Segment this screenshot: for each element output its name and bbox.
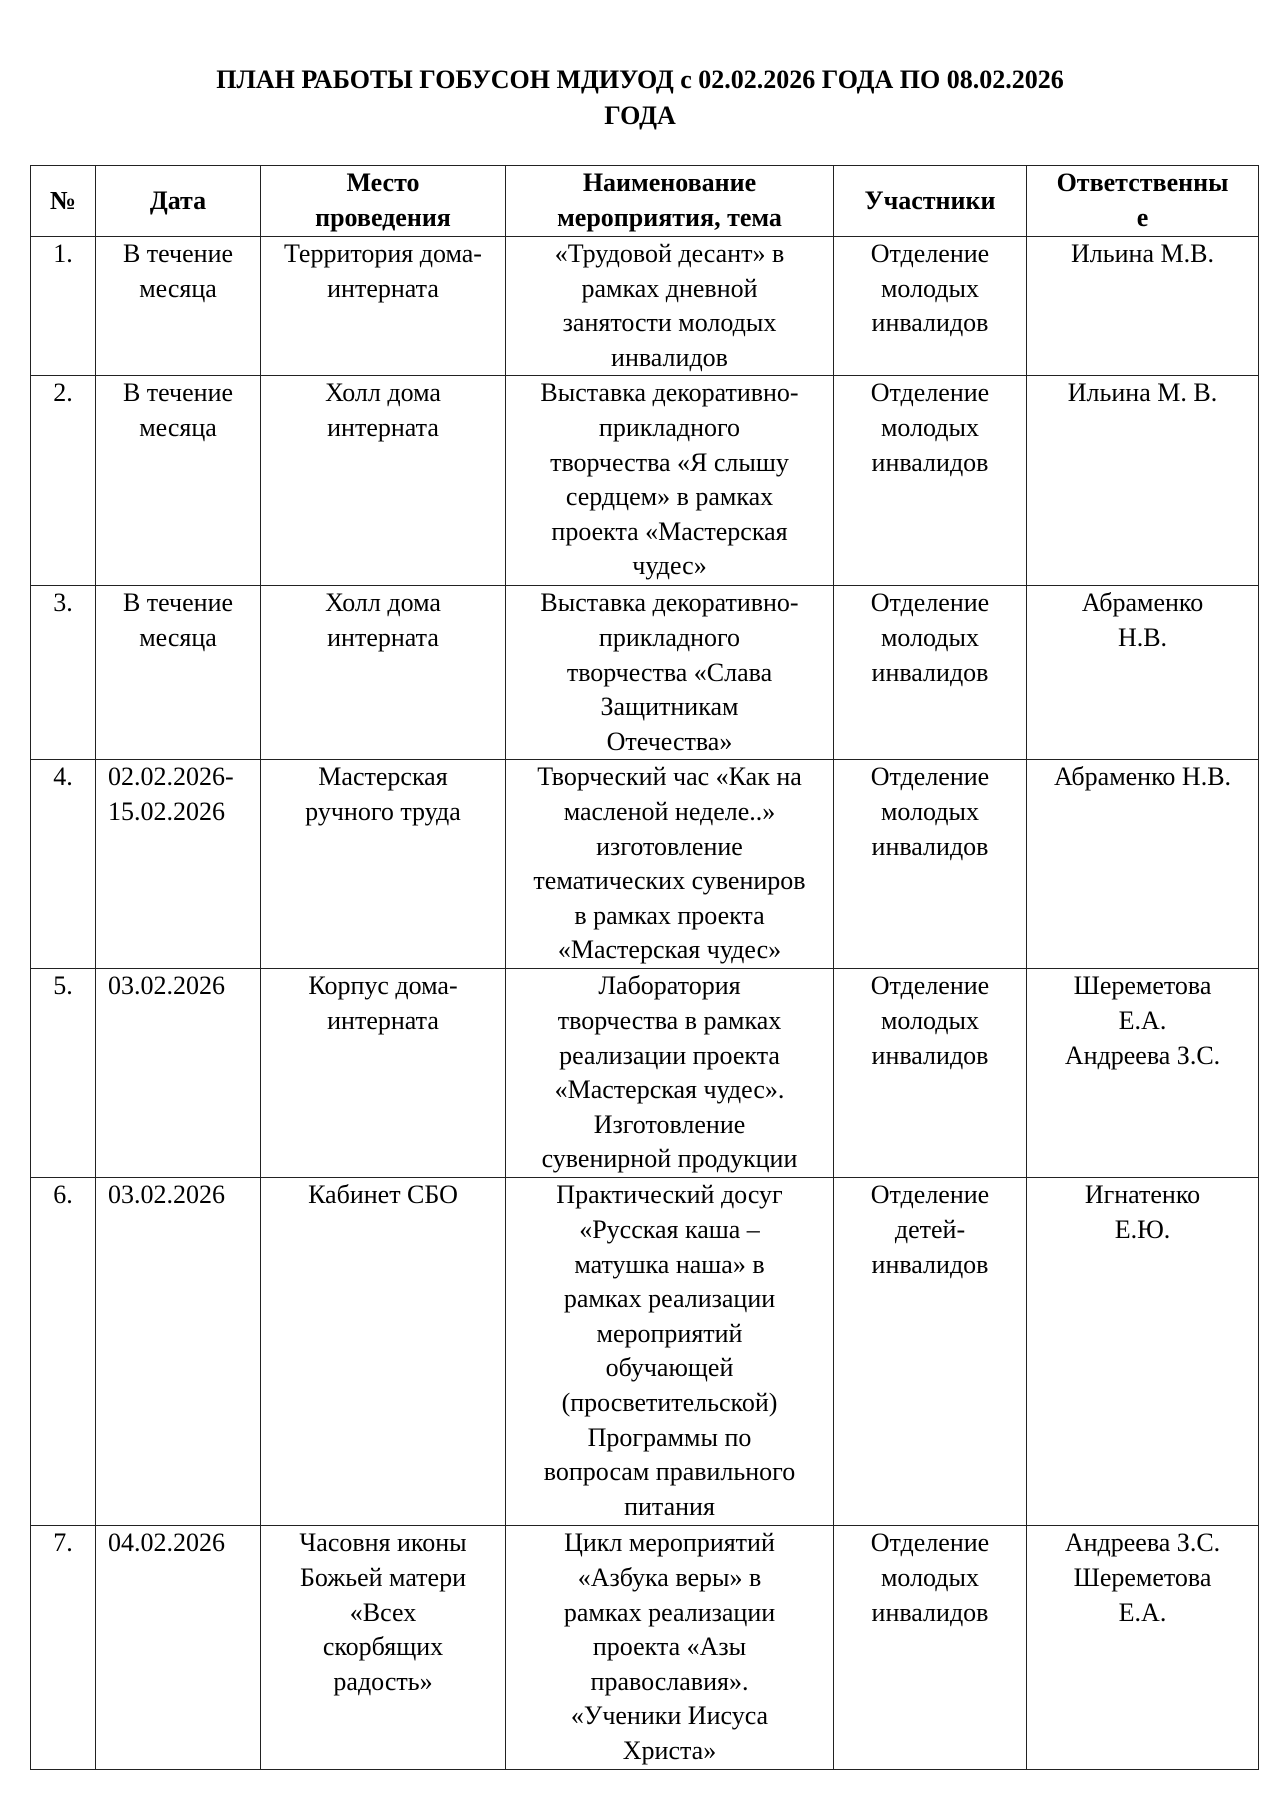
header-number: № bbox=[30, 165, 96, 237]
cell-date: 03.02.2026 bbox=[95, 968, 261, 1179]
cell-participants: Отделение молодых инвалидов bbox=[833, 759, 1027, 970]
cell-date: В течение месяца bbox=[95, 235, 261, 377]
cell-date: 02.02.2026- 15.02.2026 bbox=[95, 759, 261, 970]
cell-event: Цикл мероприятий «Азбука веры» в рамках … bbox=[505, 1525, 834, 1770]
table-row: 7. 04.02.2026 Часовня иконы Божьей матери … bbox=[30, 1525, 1259, 1770]
cell-number: 2. bbox=[30, 375, 96, 587]
cell-number: 7. bbox=[30, 1525, 96, 1770]
cell-place: Холл дома интерната bbox=[260, 585, 506, 761]
cell-number: 5. bbox=[30, 968, 96, 1179]
cell-number: 4. bbox=[30, 759, 96, 970]
cell-place: Мастерская ручного труда bbox=[260, 759, 506, 970]
table-row: 6. 03.02.2026 Кабинет СБО Практический досу… bbox=[30, 1177, 1259, 1527]
table-row: 4. 02.02.2026- 15.02.2026 Мастерская ручно… bbox=[30, 759, 1259, 970]
cell-place: Холл дома интерната bbox=[260, 375, 506, 587]
cell-event: Выставка декоративно- прикладного творче… bbox=[505, 585, 834, 761]
cell-event: Творческий час «Как на масленой неделе..… bbox=[505, 759, 834, 970]
header-event: Наименование мероприятия, тема bbox=[505, 165, 834, 237]
cell-event: Выставка декоративно- прикладного творче… bbox=[505, 375, 834, 587]
cell-participants: Отделение молодых инвалидов bbox=[833, 235, 1027, 377]
table-row: 2. В течение месяца Холл дома интерната Выс… bbox=[30, 375, 1259, 587]
cell-participants: Отделение детей- инвалидов bbox=[833, 1177, 1027, 1527]
cell-responsible: Андреева З.С. Шереметова Е.А. bbox=[1026, 1525, 1259, 1770]
cell-participants: Отделение молодых инвалидов bbox=[833, 375, 1027, 587]
cell-number: 6. bbox=[30, 1177, 96, 1527]
header-place: Место проведения bbox=[260, 165, 506, 237]
cell-event: Практический досуг «Русская каша – матуш… bbox=[505, 1177, 834, 1527]
table-row: 1. В течение месяца Территория дома- интер… bbox=[30, 235, 1259, 377]
cell-place: Часовня иконы Божьей матери «Всех скорбя… bbox=[260, 1525, 506, 1770]
cell-responsible: Ильина М. В. bbox=[1026, 375, 1259, 587]
cell-date: В течение месяца bbox=[95, 375, 261, 587]
cell-date: В течение месяца bbox=[95, 585, 261, 761]
header-responsible: Ответственны е bbox=[1026, 165, 1259, 237]
cell-responsible: Ильина М.В. bbox=[1026, 235, 1259, 377]
document-title: ПЛАН РАБОТЫ ГОБУСОН МДИУОД с 02.02.2026 … bbox=[216, 65, 1064, 130]
cell-number: 3. bbox=[30, 585, 96, 761]
table-row: 5. 03.02.2026 Корпус дома- интерната Лабора… bbox=[30, 968, 1259, 1179]
cell-responsible: Абраменко Н.В. bbox=[1026, 759, 1259, 970]
cell-date: 04.02.2026 bbox=[95, 1525, 261, 1770]
cell-participants: Отделение молодых инвалидов bbox=[833, 1525, 1027, 1770]
table-header-row: № Дата Место проведения Наименование мер… bbox=[30, 165, 1259, 237]
header-date: Дата bbox=[95, 165, 261, 237]
cell-participants: Отделение молодых инвалидов bbox=[833, 968, 1027, 1179]
cell-place: Корпус дома- интерната bbox=[260, 968, 506, 1179]
cell-responsible: Абраменко Н.В. bbox=[1026, 585, 1259, 761]
cell-event: «Трудовой десант» в рамках дневной занят… bbox=[505, 235, 834, 377]
cell-place: Территория дома- интерната bbox=[260, 235, 506, 377]
cell-number: 1. bbox=[30, 235, 96, 377]
cell-event: Лаборатория творчества в рамках реализац… bbox=[505, 968, 834, 1179]
cell-responsible: Шереметова Е.А. Андреева З.С. bbox=[1026, 968, 1259, 1179]
cell-date: 03.02.2026 bbox=[95, 1177, 261, 1527]
cell-responsible: Игнатенко Е.Ю. bbox=[1026, 1177, 1259, 1527]
cell-participants: Отделение молодых инвалидов bbox=[833, 585, 1027, 761]
table-row: 3. В течение месяца Холл дома интерната Выс… bbox=[30, 585, 1259, 761]
work-plan-table: № Дата Место проведения Наименование мер… bbox=[30, 165, 1259, 1770]
cell-place: Кабинет СБО bbox=[260, 1177, 506, 1527]
header-participants: Участники bbox=[833, 165, 1027, 237]
